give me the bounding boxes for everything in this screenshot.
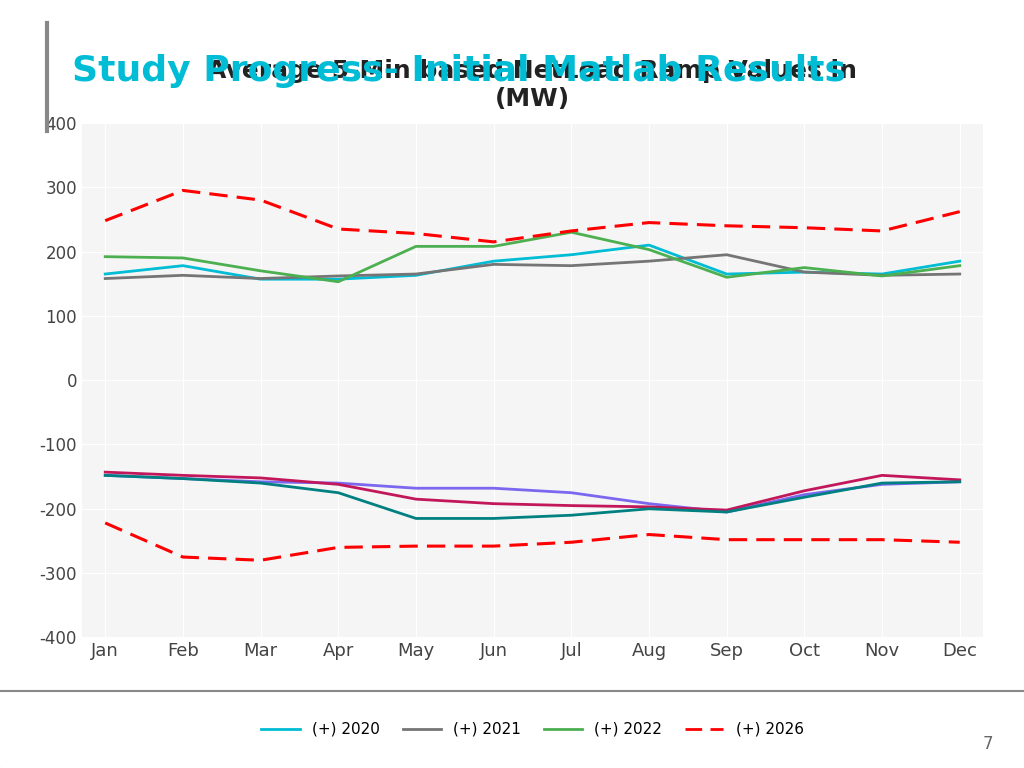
Title: Average 5-Min based NetLoad Ramp Values in
(MW): Average 5-Min based NetLoad Ramp Values … — [208, 59, 857, 111]
Text: Study Progress- Initial Matlab Results: Study Progress- Initial Matlab Results — [72, 54, 846, 88]
Text: 7: 7 — [983, 735, 993, 753]
